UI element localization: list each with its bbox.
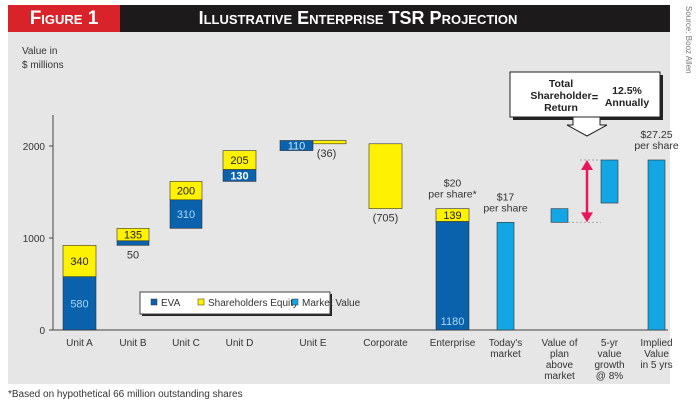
y-tick-label: 2000: [23, 142, 46, 153]
footnote: *Based on hypothetical 66 million outsta…: [8, 389, 243, 400]
x-category-label: Unit D: [226, 338, 254, 349]
legend-swatch: [197, 298, 205, 306]
bar-market-value: [647, 159, 666, 331]
data-label: 50: [127, 249, 139, 261]
callout-arrow-icon: [566, 116, 608, 137]
figure-label: Figure 1: [8, 5, 120, 32]
source-credit: Source: Booz Allen: [684, 6, 693, 74]
title-bar: Figure 1 Illustrative Enterprise TSR Pro…: [8, 5, 670, 32]
x-category-label: plan: [550, 349, 569, 360]
legend-entry: Shareholders Equity: [208, 298, 298, 309]
legend-swatch: [291, 298, 299, 306]
x-category-label: market: [490, 349, 521, 360]
y-axis-label: $ millions: [22, 60, 64, 71]
callout-text: Return: [544, 102, 578, 114]
x-category-label: Unit A: [66, 338, 93, 349]
x-category-label: Today's: [489, 338, 523, 349]
x-category-label: Unit C: [172, 338, 200, 349]
per-share-annotation: per share*: [428, 189, 476, 201]
data-label: 310: [177, 209, 195, 221]
tsr-callout: [509, 71, 661, 118]
data-label: 205: [230, 155, 248, 167]
bar-market-value: [496, 222, 515, 331]
per-share-annotation: per share: [634, 140, 679, 152]
data-label: 1180: [441, 316, 465, 328]
data-label: 110: [288, 141, 306, 153]
arrow-head-up-icon: [581, 159, 593, 170]
x-category-label: market: [544, 371, 575, 382]
x-category-label: Value: [644, 349, 669, 360]
data-label: 340: [70, 256, 88, 268]
bar-eva: [435, 221, 470, 331]
bar-shareholders-equity: [116, 228, 150, 242]
x-category-label: Unit E: [299, 338, 327, 349]
x-category-label: in 5 yrs: [640, 360, 672, 371]
legend: [139, 291, 331, 315]
bar-shareholders-equity: [222, 150, 257, 170]
callout-text: Total: [549, 78, 573, 90]
data-label: 135: [124, 230, 142, 242]
x-category-label: @ 8%: [596, 371, 623, 382]
x-category-label: value: [598, 349, 622, 360]
bar-eva: [62, 276, 97, 331]
bar-shareholders-equity: [169, 181, 203, 201]
x-category-label: Corporate: [363, 338, 408, 349]
bar-shareholders-equity: [368, 143, 403, 209]
bar-shareholders-equity: [435, 208, 470, 222]
per-share-annotation: $17: [497, 191, 515, 203]
data-label: 139: [443, 210, 461, 222]
callout-equals: =: [592, 92, 598, 104]
bar-eva: [279, 140, 314, 151]
chart-title: Illustrative Enterprise TSR Projection: [198, 8, 518, 28]
y-tick-label: 0: [39, 326, 45, 337]
per-share-annotation: $20: [444, 178, 462, 190]
callout-text: Shareholder: [530, 90, 591, 102]
x-category-label: growth: [594, 360, 624, 371]
y-axis-label: Value in: [22, 46, 57, 57]
data-label: 130: [230, 170, 248, 182]
x-category-label: Value of: [542, 338, 578, 349]
data-label: 580: [70, 298, 88, 310]
legend-entry: Market Value: [302, 298, 361, 309]
y-tick-label: 1000: [23, 234, 46, 245]
bar-market-value: [550, 208, 569, 223]
x-category-label: 5-yr: [601, 338, 619, 349]
callout-text: 12.5%: [612, 85, 642, 97]
callout-text: Annually: [605, 97, 649, 109]
bar-shareholders-equity: [312, 140, 347, 145]
x-category-label: above: [546, 360, 574, 371]
x-category-label: Implied: [640, 338, 672, 349]
bar-shareholders-equity: [62, 245, 97, 277]
data-label: (36): [317, 148, 337, 160]
x-category-label: Unit B: [119, 338, 147, 349]
data-label: (705): [373, 213, 399, 225]
legend-swatch: [150, 298, 158, 306]
bar-eva: [169, 199, 203, 229]
data-label: 200: [177, 186, 195, 198]
per-share-annotation: $27.25: [640, 129, 672, 141]
x-category-label: Enterprise: [430, 338, 476, 349]
arrow-head-down-icon: [581, 212, 593, 223]
legend-entry: EVA: [161, 298, 181, 309]
bar-market-value: [600, 159, 619, 204]
per-share-annotation: per share: [483, 202, 528, 214]
